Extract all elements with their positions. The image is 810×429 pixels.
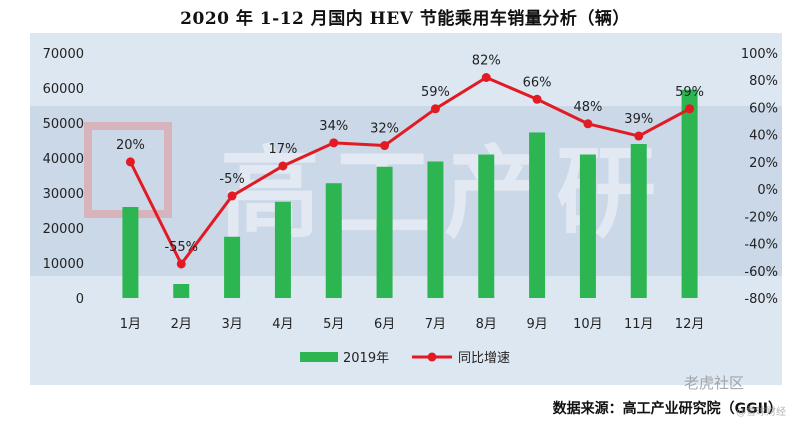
growth-label-4: 17%	[268, 142, 297, 157]
x-tick-label: 8月	[476, 317, 497, 332]
corner-watermark: 老虎社区	[684, 374, 745, 392]
bar-7	[427, 161, 444, 298]
left-tick-label: 10000	[43, 257, 84, 272]
growth-label-5: 34%	[319, 119, 348, 134]
growth-label-9: 66%	[523, 75, 552, 90]
growth-label-7: 59%	[421, 85, 450, 100]
chart-title: 2020 年 1-12 月国内 HEV 节能乘用车销量分析（辆）	[180, 9, 630, 29]
x-axis-ticks: 1月 2月 3月 4月 5月 6月 7月 8月 9月 10月 11月 12月	[120, 317, 705, 332]
x-tick-label: 12月	[675, 317, 705, 332]
legend-bar-swatch	[300, 352, 338, 362]
growth-label-3: -5%	[219, 172, 244, 187]
growth-point-11	[634, 131, 644, 141]
growth-point-6	[380, 141, 390, 151]
right-tick-label: 80%	[749, 74, 778, 89]
growth-line	[129, 76, 691, 266]
right-tick-label: 0%	[757, 183, 778, 198]
legend-line-label: 同比增速	[458, 351, 510, 366]
right-tick-label: -20%	[744, 210, 778, 225]
right-tick-label: -40%	[744, 238, 778, 253]
legend-bar-label: 2019年	[343, 351, 389, 366]
x-tick-label: 6月	[374, 317, 395, 332]
growth-point-1	[125, 157, 135, 167]
legend: 2019年 同比增速	[300, 351, 510, 366]
x-tick-label: 3月	[221, 317, 242, 332]
x-tick-label: 4月	[272, 317, 293, 332]
left-tick-label: 50000	[43, 117, 84, 132]
bar-6	[376, 166, 393, 298]
left-tick-label: 20000	[43, 222, 84, 237]
growth-label-8: 82%	[472, 54, 501, 69]
x-tick-label: 7月	[425, 317, 446, 332]
right-tick-label: -80%	[744, 292, 778, 307]
growth-point-2	[176, 259, 186, 269]
right-axis-ticks: -80% -60% -40% -20% 0% 20% 40% 60% 80% 100%	[741, 47, 778, 307]
legend-line-marker	[427, 352, 437, 362]
bar-1	[122, 207, 139, 298]
x-tick-label: 9月	[526, 317, 547, 332]
watermark-band	[30, 106, 782, 276]
growth-label-6: 32%	[370, 122, 399, 137]
bar-2	[173, 284, 190, 298]
growth-point-7	[430, 104, 440, 114]
x-tick-label: 10月	[573, 317, 603, 332]
left-tick-label: 70000	[43, 47, 84, 62]
x-tick-label: 5月	[323, 317, 344, 332]
growth-point-8	[481, 73, 491, 82]
left-axis-ticks: 0 10000 20000 30000 40000 50000 60000 70000	[43, 47, 84, 307]
growth-point-9	[532, 94, 542, 104]
growth-label-12: 59%	[675, 85, 704, 100]
growth-point-10	[583, 119, 593, 129]
growth-label-2: -55%	[164, 240, 198, 255]
bar-3	[224, 236, 241, 298]
growth-label-10: 48%	[573, 100, 602, 115]
left-tick-label: 30000	[43, 187, 84, 202]
growth-label-1: 20%	[116, 138, 145, 153]
right-tick-label: 40%	[749, 129, 778, 144]
bar-12	[681, 89, 698, 298]
right-tick-label: -60%	[744, 265, 778, 280]
growth-point-4	[278, 161, 288, 171]
source-note: 数据来源：高工产业研究院（GGII）	[552, 401, 782, 417]
growth-point-3	[227, 191, 237, 201]
x-tick-label: 11月	[624, 317, 654, 332]
x-tick-label: 2月	[171, 317, 192, 332]
left-tick-label: 40000	[43, 152, 84, 167]
bar-5	[325, 183, 342, 298]
growth-point-12	[685, 104, 695, 114]
right-tick-label: 100%	[741, 47, 778, 62]
bar-8	[478, 154, 495, 298]
bar-9	[529, 132, 546, 298]
growth-label-11: 39%	[624, 112, 653, 127]
right-tick-label: 20%	[749, 156, 778, 171]
line-series: 20% -55% -5% 17% 34% 32% 59% 82% 66% 48% 39% 59%	[116, 54, 704, 269]
growth-point-5	[329, 138, 339, 148]
bar-11	[630, 144, 647, 298]
bar-10	[579, 154, 596, 298]
left-tick-label: 0	[76, 292, 84, 307]
bar-4	[274, 201, 291, 298]
bar-series	[122, 89, 698, 298]
right-tick-label: 60%	[749, 101, 778, 116]
left-tick-label: 60000	[43, 82, 84, 97]
x-tick-label: 1月	[120, 317, 141, 332]
corner-watermark-sub: @雪球财经	[736, 407, 786, 418]
